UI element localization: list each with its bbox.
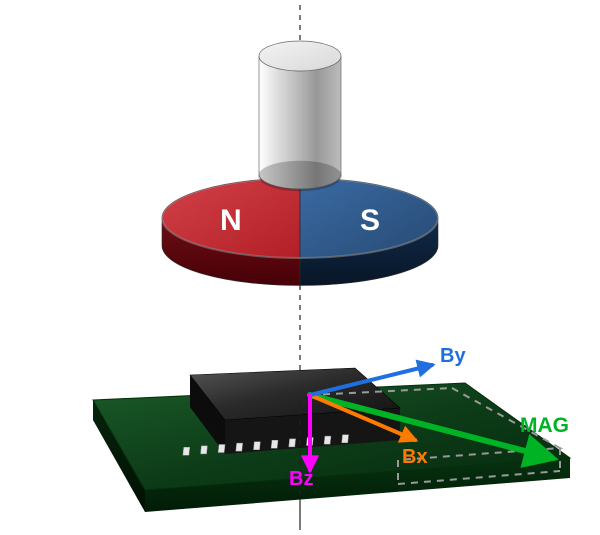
chip-pin — [324, 436, 331, 444]
magnet-label-n: N — [220, 204, 242, 237]
shaft-shadow — [258, 161, 342, 192]
vector-by-label: By — [440, 345, 466, 367]
chip-pin — [183, 447, 190, 455]
chip-pin — [253, 442, 260, 450]
chip-pin — [218, 445, 225, 453]
chip-pin — [201, 446, 208, 454]
chip-pin — [236, 443, 243, 451]
vector-bz-label: Bz — [289, 468, 313, 490]
vector-bx-label: Bx — [402, 446, 428, 468]
chip-pin — [271, 440, 278, 448]
shaft-cylinder-top — [259, 41, 341, 71]
vector-mag-label: MAG — [520, 414, 569, 437]
magnet-label-s: S — [360, 204, 380, 237]
chip-pin — [342, 435, 349, 443]
chip-pin — [289, 439, 296, 447]
